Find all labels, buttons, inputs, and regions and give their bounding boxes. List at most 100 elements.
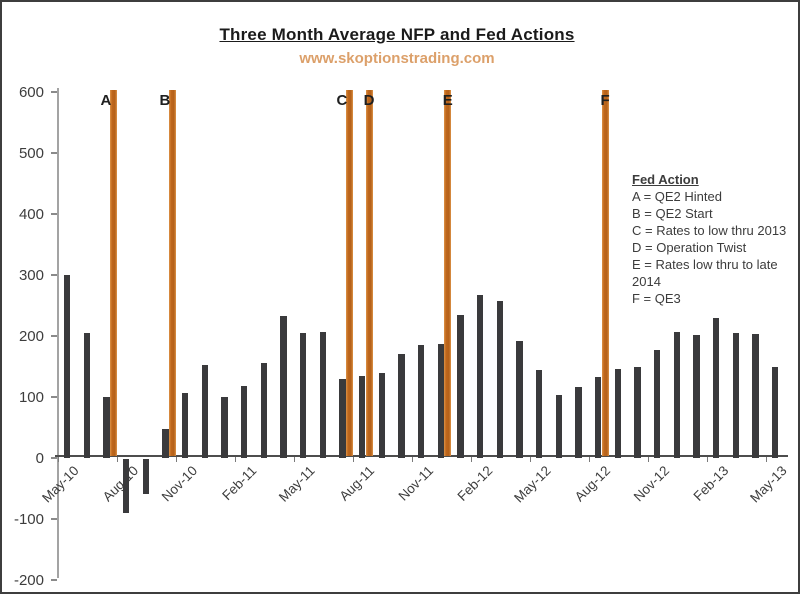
y-tick-label: 500 [18, 144, 44, 162]
y-tick-mark [51, 335, 57, 337]
nfp-bar [221, 397, 228, 458]
x-tick-mark [588, 457, 590, 462]
nfp-bar [83, 332, 91, 458]
x-tick-mark [352, 457, 354, 462]
nfp-bar [752, 333, 759, 458]
nfp-bar [614, 368, 622, 458]
x-tick-label: Feb-11 [218, 463, 259, 504]
legend-item: D = Operation Twist [632, 240, 747, 255]
x-tick-label: Aug-12 [571, 463, 613, 505]
fed-action-letter-F: F [600, 92, 610, 109]
nfp-bar [300, 332, 307, 458]
x-tick-label: May-13 [747, 463, 790, 506]
nfp-bar [496, 301, 504, 458]
y-axis-line [57, 88, 59, 578]
y-tick-label: 600 [18, 83, 44, 101]
x-tick-label: Aug-11 [336, 463, 377, 504]
x-tick-mark [647, 457, 649, 462]
chart-subtitle: www.skoptionstrading.com [299, 50, 495, 67]
y-tick-label: 200 [18, 327, 44, 345]
x-tick-label: Nov-12 [630, 463, 672, 505]
fed-action-bar-C [345, 90, 353, 456]
fed-action-letter-E: E [442, 92, 453, 109]
x-tick-label: Feb-13 [690, 463, 731, 504]
y-tick-mark [51, 396, 57, 398]
nfp-bar [339, 378, 346, 458]
x-tick-label: Nov-11 [395, 463, 436, 504]
nfp-bar [182, 392, 189, 458]
legend: Fed Action A = QE2 Hinted B = QE2 Start C … [632, 171, 792, 307]
fed-action-bar-B [168, 90, 176, 456]
y-tick-mark [51, 152, 57, 154]
fed-action-bar-A [109, 90, 117, 456]
x-tick-label: May-11 [276, 463, 318, 505]
nfp-bar [457, 315, 464, 458]
legend-item: E = Rates low thru to late 2014 [632, 257, 778, 289]
nfp-bar [398, 353, 405, 458]
x-tick-mark [765, 457, 767, 462]
x-tick-mark [57, 457, 59, 462]
legend-item: A = QE2 Hinted [632, 189, 722, 204]
y-tick-label: 300 [18, 266, 44, 284]
fed-action-bar-F [601, 90, 609, 456]
nfp-bar [437, 343, 445, 458]
y-tick-mark [51, 518, 57, 520]
x-tick-label: Feb-12 [454, 463, 495, 504]
nfp-bar [713, 317, 720, 458]
fed-action-bar-D [365, 90, 373, 456]
legend-heading: Fed Action [632, 172, 699, 187]
legend-item: F = QE3 [632, 291, 681, 306]
y-tick-label: -100 [13, 510, 44, 528]
y-tick-mark [51, 457, 57, 459]
x-tick-mark [234, 457, 236, 462]
nfp-bar [319, 331, 327, 458]
x-tick-label: May-12 [511, 463, 554, 506]
nfp-bar [654, 350, 661, 458]
nfp-bar [673, 331, 681, 458]
legend-items: A = QE2 Hinted B = QE2 Start C = Rates to … [632, 188, 792, 307]
nfp-bar [162, 429, 169, 458]
y-tick-label: 100 [18, 388, 44, 406]
nfp-bar [595, 376, 602, 458]
x-tick-mark [175, 457, 177, 462]
fed-action-letter-A: A [100, 92, 112, 109]
nfp-bar [536, 370, 543, 458]
x-tick-mark [470, 457, 472, 462]
nfp-bar [123, 459, 130, 513]
nfp-bar [732, 332, 740, 458]
nfp-bar [418, 345, 425, 458]
nfp-bar [772, 366, 779, 458]
x-tick-mark [411, 457, 413, 462]
y-tick-label: -200 [13, 571, 44, 589]
nfp-bar [280, 315, 287, 458]
fed-action-letter-D: D [363, 92, 375, 109]
x-tick-mark [529, 457, 531, 462]
nfp-bar [555, 394, 563, 458]
nfp-bar [378, 373, 386, 458]
nfp-bar [201, 364, 209, 458]
nfp-bar [693, 335, 700, 458]
y-tick-mark [51, 579, 57, 581]
x-tick-label: May-10 [39, 463, 82, 506]
x-tick-mark [293, 457, 295, 462]
y-tick-label: 400 [18, 205, 44, 223]
nfp-bar [142, 459, 150, 495]
y-tick-mark [51, 213, 57, 215]
y-tick-mark [51, 274, 57, 276]
fed-action-letter-C: C [336, 92, 348, 109]
nfp-bar [634, 367, 641, 458]
y-tick-label: 0 [35, 449, 44, 467]
fed-action-letter-B: B [159, 92, 171, 109]
nfp-bar [241, 386, 248, 458]
nfp-bar [477, 295, 484, 458]
x-tick-mark [116, 457, 118, 462]
fed-action-bar-E [444, 90, 452, 456]
x-tick-label: Aug-10 [99, 463, 141, 505]
nfp-bar [103, 397, 110, 458]
x-tick-mark [706, 457, 708, 462]
legend-item: B = QE2 Start [632, 206, 713, 221]
x-tick-label: Nov-10 [158, 463, 200, 505]
nfp-bar [64, 275, 71, 458]
nfp-bar [575, 387, 582, 458]
